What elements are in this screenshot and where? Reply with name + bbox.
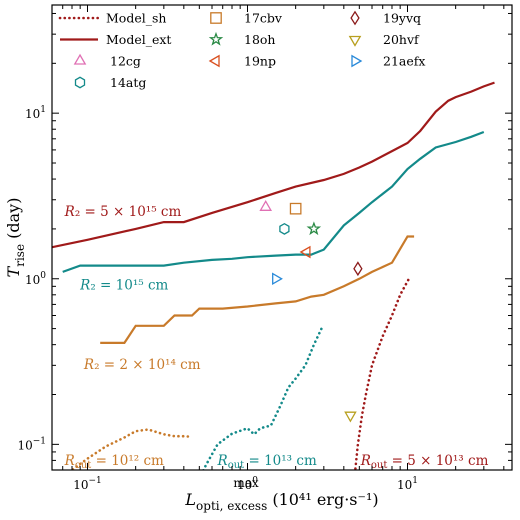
x-tick-label: 101: [397, 476, 418, 492]
model-sh-line-0: [70, 428, 194, 470]
legend-marker-17cbv: [210, 12, 222, 24]
axes: R₂ = 5 × 10¹⁵ cm R₂ = 10¹⁵ cm R₂ = 2 × 10¹…: [4, 4, 513, 513]
x-tick-label: 100: [237, 476, 258, 492]
model-sh-label-0: Rout = 10¹² cm: [64, 453, 164, 471]
obs-marker-12cg: [259, 200, 273, 211]
legend-label-18oh: 18oh: [244, 32, 275, 47]
obs-marker-21aefx: [272, 272, 283, 286]
obs-marker-18oh: [306, 221, 322, 236]
y-axis-title: Trise (day): [4, 198, 27, 278]
plot-frame: [51, 4, 513, 471]
obs-marker-20hvf: [344, 411, 357, 423]
legend-label-19yvq: 19yvq: [383, 11, 421, 26]
model-sh-line-1: [202, 327, 323, 470]
x-axis-title: Lopti, excess (10⁴¹ erg·s⁻¹): [184, 490, 378, 513]
legend-marker-19np: [208, 54, 220, 68]
model-sh-label-1: Rout = 10¹³ cm: [217, 453, 317, 471]
model-ext-label-0: R₂ = 5 × 10¹⁵ cm: [64, 204, 182, 220]
obs-marker-19np: [299, 245, 311, 259]
legend-marker-21aefx: [351, 54, 363, 68]
y-tick-label: 101: [25, 105, 46, 121]
legend-label-12cg: 12cg: [110, 54, 141, 69]
obs-marker-19yvq: [353, 261, 363, 277]
obs-marker-14atg: [279, 222, 290, 235]
legend-label-Model_ext: Model_ext: [106, 32, 171, 47]
legend-label-19np: 19np: [244, 54, 276, 69]
legend-label-Model_sh: Model_sh: [106, 11, 166, 26]
legend-label-21aefx: 21aefx: [383, 54, 425, 69]
plot-area: [52, 81, 495, 470]
model-ext-label-1: R₂ = 10¹⁵ cm: [79, 278, 168, 294]
legend-label-14atg: 14atg: [110, 75, 146, 90]
legend-marker-19yvq: [350, 10, 360, 26]
x-axis-title-sup: max: [233, 476, 259, 490]
legend: Model_sh Model_ext 12cg 14atg 17cbv 18oh 19np 1…: [58, 10, 425, 90]
model-ext-label-2: R₂ = 2 × 10¹⁴ cm: [83, 357, 201, 373]
legend-label-20hvf: 20hvf: [383, 32, 420, 47]
model-ext-line-0: [52, 81, 495, 249]
y-tick-label: 100: [25, 271, 46, 287]
legend-marker-18oh: [208, 31, 224, 46]
x-tick-label: 10−1: [73, 476, 102, 492]
model-sh-line-2: [353, 277, 411, 470]
legend-marker-20hvf: [348, 35, 362, 47]
model-sh-label-2: Rout = 5 × 10¹³ cm: [360, 453, 489, 471]
legend-marker-12cg: [73, 53, 87, 65]
model-ext-line-1: [62, 130, 485, 273]
legend-label-17cbv: 17cbv: [244, 11, 283, 26]
model-ext-line-2: [100, 235, 415, 344]
legend-marker-14atg: [74, 76, 86, 89]
obs-marker-17cbv: [289, 202, 302, 215]
y-tick-label: 10−1: [17, 436, 46, 452]
